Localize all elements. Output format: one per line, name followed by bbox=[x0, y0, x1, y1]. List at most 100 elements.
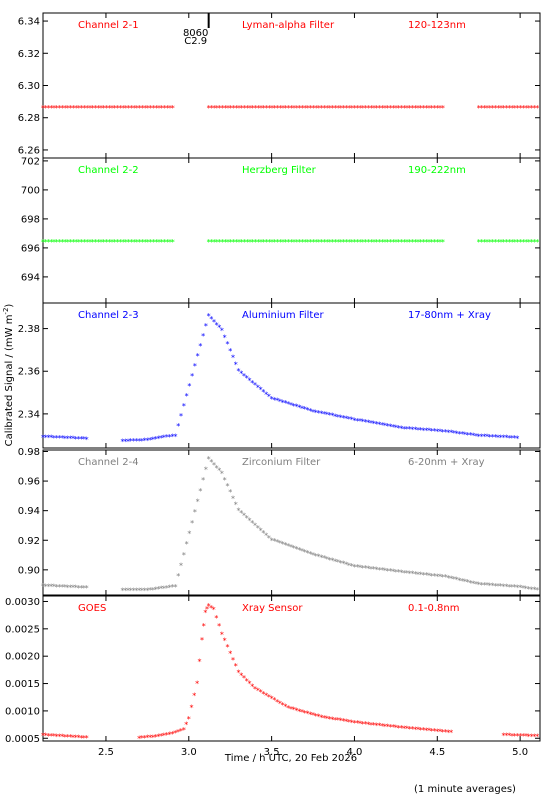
data-point: * bbox=[413, 104, 417, 113]
data-point: * bbox=[190, 372, 194, 381]
data-point: * bbox=[143, 104, 147, 113]
data-point: * bbox=[49, 104, 53, 113]
data-point: * bbox=[85, 734, 89, 743]
data-point: * bbox=[430, 572, 434, 581]
data-point: * bbox=[231, 354, 235, 363]
data-point: * bbox=[350, 104, 354, 113]
data-point: * bbox=[433, 727, 437, 736]
data-point: * bbox=[314, 238, 318, 247]
data-point: * bbox=[413, 725, 417, 734]
data-point: * bbox=[485, 581, 489, 590]
data-point: * bbox=[259, 104, 263, 113]
data-point: * bbox=[237, 104, 241, 113]
data-point: * bbox=[516, 104, 520, 113]
data-point: * bbox=[82, 238, 86, 247]
data-point: * bbox=[433, 572, 437, 581]
data-point: * bbox=[223, 238, 227, 247]
data-point: * bbox=[444, 428, 448, 437]
data-point: * bbox=[156, 434, 160, 443]
data-point: * bbox=[430, 727, 434, 736]
data-point: * bbox=[482, 104, 486, 113]
data-point: * bbox=[474, 432, 478, 441]
data-point: * bbox=[435, 427, 439, 436]
data-point: * bbox=[438, 728, 442, 737]
data-point: * bbox=[297, 707, 301, 716]
data-point: * bbox=[419, 238, 423, 247]
data-point: * bbox=[176, 572, 180, 581]
data-point: * bbox=[410, 570, 414, 579]
data-point: * bbox=[58, 104, 62, 113]
data-point: * bbox=[433, 104, 437, 113]
data-point: * bbox=[176, 422, 180, 431]
data-point: * bbox=[229, 104, 233, 113]
panel-label-1: Xray Sensor bbox=[242, 603, 303, 614]
data-point: * bbox=[342, 104, 346, 113]
data-point: * bbox=[518, 584, 522, 593]
data-point: * bbox=[46, 434, 50, 443]
data-point: * bbox=[421, 726, 425, 735]
data-point: * bbox=[408, 569, 412, 578]
data-point: * bbox=[430, 427, 434, 436]
data-point: * bbox=[366, 238, 370, 247]
data-point: * bbox=[286, 704, 290, 713]
data-point: * bbox=[452, 429, 456, 438]
data-point: * bbox=[499, 104, 503, 113]
data-point: * bbox=[143, 437, 147, 446]
data-point: * bbox=[529, 585, 533, 594]
data-point: * bbox=[372, 104, 376, 113]
data-point: * bbox=[157, 238, 161, 247]
data-point: * bbox=[287, 238, 291, 247]
data-point: * bbox=[333, 238, 337, 247]
x-axis: 2.5 3.0 3.5 4.0 4.5 5.0 bbox=[98, 747, 528, 758]
x-axis-title: Time / h UTC, 20 Feb 2026 bbox=[224, 753, 357, 764]
panel-label-2: 6-20nm + Xray bbox=[408, 457, 485, 468]
data-point: * bbox=[215, 104, 219, 113]
data-point: * bbox=[361, 104, 365, 113]
data-point: * bbox=[159, 585, 163, 594]
data-point: * bbox=[527, 732, 531, 741]
data-point: * bbox=[283, 541, 287, 550]
data-point: * bbox=[267, 104, 271, 113]
data-point: * bbox=[317, 409, 321, 418]
data-point: * bbox=[160, 238, 164, 247]
data-point: * bbox=[422, 104, 426, 113]
data-point: * bbox=[223, 637, 227, 646]
data-point: * bbox=[204, 466, 208, 475]
data-point: * bbox=[455, 429, 459, 438]
data-point: * bbox=[499, 582, 503, 591]
data-point: * bbox=[248, 376, 252, 385]
data-point: * bbox=[435, 104, 439, 113]
data-point: * bbox=[156, 585, 160, 594]
data-point: * bbox=[262, 238, 266, 247]
data-point: * bbox=[162, 104, 166, 113]
panel-frame bbox=[42, 302, 541, 449]
data-point: * bbox=[410, 425, 414, 434]
data-point: * bbox=[202, 622, 206, 631]
data-point: * bbox=[41, 238, 45, 247]
data-point: * bbox=[366, 419, 370, 428]
y-tick-label: 6.30 bbox=[18, 81, 40, 92]
data-point: * bbox=[209, 458, 213, 467]
data-point: * bbox=[140, 238, 144, 247]
data-point: * bbox=[82, 584, 86, 593]
data-point: * bbox=[231, 104, 235, 113]
event-annotation: 8060 bbox=[183, 28, 208, 39]
data-point: * bbox=[292, 104, 296, 113]
data-point: * bbox=[278, 539, 282, 548]
data-point: * bbox=[52, 104, 56, 113]
data-point: * bbox=[126, 586, 130, 595]
data-point: * bbox=[535, 104, 539, 113]
data-point: * bbox=[383, 238, 387, 247]
panel-label-0: Channel 2-3 bbox=[78, 310, 139, 321]
data-point: * bbox=[435, 727, 439, 736]
data-point: * bbox=[68, 733, 72, 742]
data-point: * bbox=[366, 720, 370, 729]
data-point: * bbox=[220, 238, 224, 247]
data-point: * bbox=[300, 547, 304, 556]
data-point: * bbox=[394, 423, 398, 432]
data-point: * bbox=[209, 104, 213, 113]
data-point: * bbox=[339, 238, 343, 247]
data-point: * bbox=[485, 104, 489, 113]
data-point: * bbox=[49, 732, 53, 741]
